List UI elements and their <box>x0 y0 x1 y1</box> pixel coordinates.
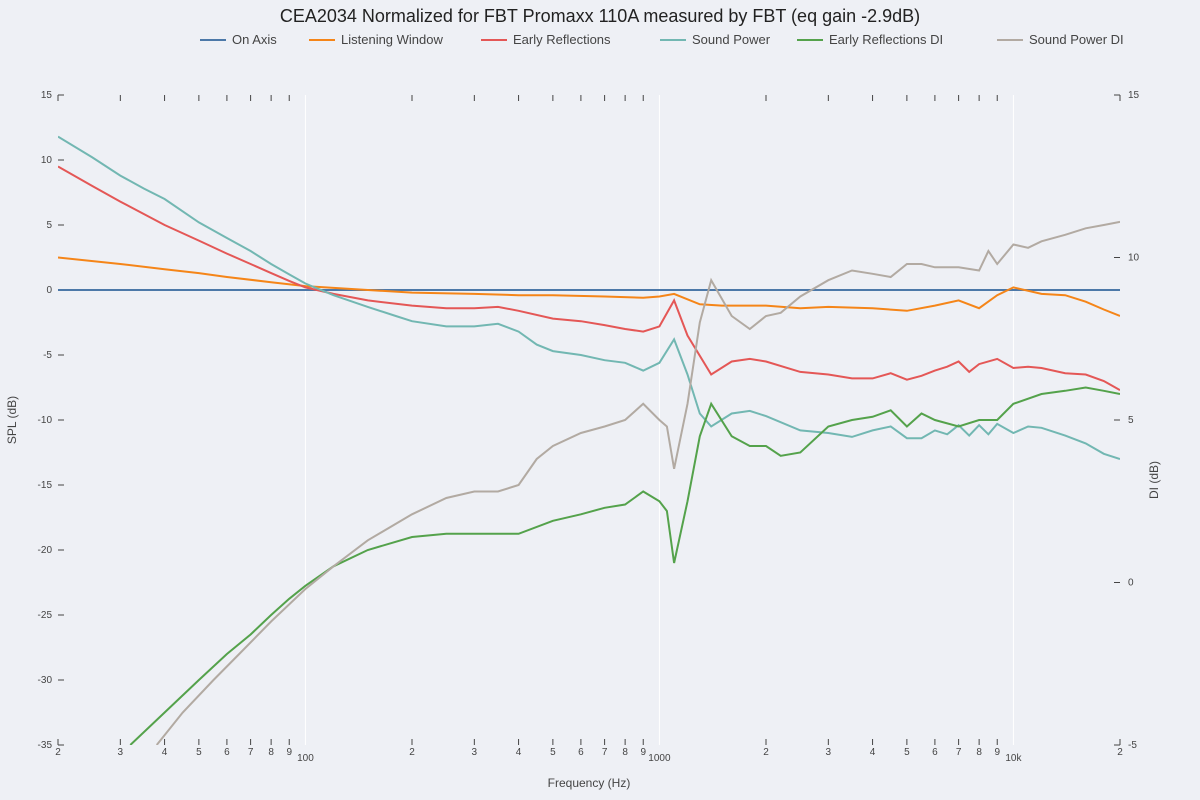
x-minor-tick-label: 4 <box>162 747 168 758</box>
legend-item: Sound Power <box>692 32 771 47</box>
x-minor-tick-label: 8 <box>268 747 274 758</box>
y-left-tick-label: 5 <box>46 220 52 231</box>
x-minor-tick-label: 5 <box>904 747 910 758</box>
x-minor-tick-label: 5 <box>550 747 556 758</box>
y-left-tick-label: 15 <box>41 90 53 101</box>
x-minor-tick-label: 2 <box>1117 747 1123 758</box>
y-left-tick-label: -25 <box>38 610 53 621</box>
x-minor-tick-label: 6 <box>578 747 584 758</box>
y-left-tick-label: 10 <box>41 155 53 166</box>
x-minor-tick-label: 8 <box>976 747 982 758</box>
x-minor-tick-label: 3 <box>472 747 478 758</box>
legend-item: Early Reflections DI <box>829 32 943 47</box>
x-minor-tick-label: 4 <box>516 747 522 758</box>
legend-item: On Axis <box>232 32 277 47</box>
y-right-tick-label: 5 <box>1128 415 1134 426</box>
x-minor-tick-label: 2 <box>409 747 415 758</box>
y-right-tick-label: 0 <box>1128 578 1134 589</box>
y-left-tick-label: -35 <box>38 740 53 751</box>
x-minor-tick-label: 8 <box>622 747 628 758</box>
x-minor-tick-label: 6 <box>224 747 230 758</box>
x-minor-tick-label: 2 <box>55 747 61 758</box>
x-minor-tick-label: 5 <box>196 747 202 758</box>
y-right-tick-label: 10 <box>1128 253 1140 264</box>
y-left-tick-label: -15 <box>38 480 53 491</box>
x-minor-tick-label: 4 <box>870 747 876 758</box>
y-right-axis-label: DI (dB) <box>1147 461 1161 499</box>
x-minor-tick-label: 3 <box>118 747 124 758</box>
y-left-tick-label: -10 <box>38 415 53 426</box>
x-minor-tick-label: 3 <box>826 747 832 758</box>
chart-title: CEA2034 Normalized for FBT Promaxx 110A … <box>280 6 920 26</box>
legend-item: Early Reflections <box>513 32 611 47</box>
y-left-tick-label: -5 <box>43 350 52 361</box>
x-minor-tick-label: 9 <box>640 747 646 758</box>
y-left-tick-label: 0 <box>46 285 52 296</box>
y-left-tick-label: -20 <box>38 545 53 556</box>
legend-item: Listening Window <box>341 32 443 47</box>
legend-item: Sound Power DI <box>1029 32 1124 47</box>
x-minor-tick-label: 2 <box>763 747 769 758</box>
y-left-axis-label: SPL (dB) <box>5 396 19 444</box>
y-left-tick-label: -30 <box>38 675 53 686</box>
x-minor-tick-label: 9 <box>994 747 1000 758</box>
spl-chart: CEA2034 Normalized for FBT Promaxx 110A … <box>0 0 1200 800</box>
x-major-tick-label: 1000 <box>648 753 671 764</box>
x-minor-tick-label: 6 <box>932 747 938 758</box>
y-right-tick-label: 15 <box>1128 90 1140 101</box>
x-minor-tick-label: 9 <box>286 747 292 758</box>
y-right-tick-label: -5 <box>1128 740 1137 751</box>
x-axis-label: Frequency (Hz) <box>548 776 631 790</box>
x-minor-tick-label: 7 <box>956 747 962 758</box>
x-minor-tick-label: 7 <box>602 747 608 758</box>
x-major-tick-label: 10k <box>1005 753 1022 764</box>
x-minor-tick-label: 7 <box>248 747 254 758</box>
x-major-tick-label: 100 <box>297 753 314 764</box>
